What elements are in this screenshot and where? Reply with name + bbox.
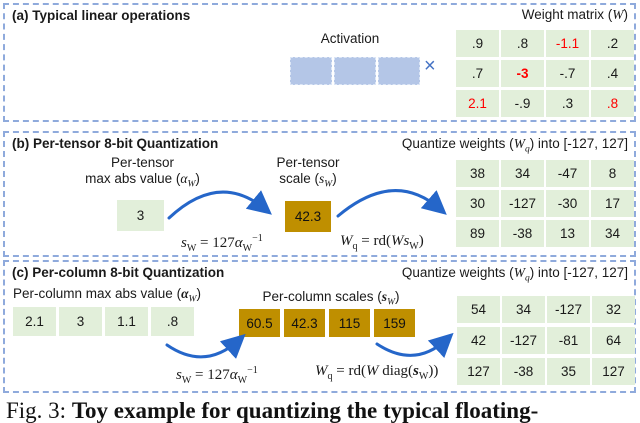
- matrix-cell: -30: [546, 190, 589, 217]
- matrix-cell: .3: [546, 90, 589, 117]
- matrix-cell: 34: [502, 296, 545, 323]
- matrix-cell: 30: [456, 190, 499, 217]
- matrix-cell: -127: [501, 190, 544, 217]
- matrix-cell: .9: [456, 30, 499, 57]
- panel-b-quantize-label: Quantize weights (Wq) into [-127, 127]: [401, 136, 628, 155]
- value-cell: .8: [151, 307, 194, 336]
- matrix-cell: 13: [546, 220, 589, 247]
- matrix-cell: .4: [591, 60, 634, 87]
- panel-a-title: (a) Typical linear operations: [12, 8, 191, 23]
- panel-c-title: (c) Per-column 8-bit Quantization: [12, 265, 225, 280]
- matrix-cell: 8: [591, 160, 634, 187]
- matrix-cell: 35: [547, 358, 590, 385]
- matrix-cell: .8: [501, 30, 544, 57]
- matrix-cell: .2: [591, 30, 634, 57]
- matrix-cell: 64: [592, 327, 635, 354]
- curved-arrow-icon: [375, 332, 454, 359]
- per-column-scale-values: 60.5 42.3 115 159: [239, 309, 419, 337]
- activation-label: Activation: [320, 31, 380, 46]
- matrix-cell: 32: [592, 296, 635, 323]
- activation-cell: [290, 57, 332, 85]
- quantized-weight-matrix: 54 34 -127 32 42 -127 -81 64 127 -38 35 127: [457, 296, 635, 385]
- figure-caption: Fig. 3: Toy example for quantizing the t…: [6, 398, 539, 423]
- matrix-cell: 54: [457, 296, 500, 323]
- value-cell: 115: [329, 309, 370, 337]
- weight-matrix-label: Weight matrix (W): [521, 7, 628, 22]
- multiply-icon: ×: [424, 55, 436, 77]
- matrix-cell: -38: [502, 358, 545, 385]
- matrix-cell: -.7: [546, 60, 589, 87]
- curved-arrow-icon: [167, 190, 272, 220]
- matrix-cell: 42: [457, 327, 500, 354]
- value-cell: 42.3: [284, 309, 325, 337]
- per-tensor-scale-value: 42.3: [285, 201, 331, 232]
- per-tensor-maxabs-value: 3: [117, 200, 164, 231]
- value-cell: 60.5: [239, 309, 280, 337]
- per-tensor-quant-formula: Wq = rd(WsW): [340, 233, 424, 252]
- matrix-cell: 34: [501, 160, 544, 187]
- curved-arrow-icon: [336, 189, 447, 218]
- per-tensor-maxabs-label: Per-tensor max abs value (αW): [85, 155, 200, 190]
- value-cell: 2.1: [13, 307, 56, 336]
- matrix-cell: 2.1: [456, 90, 499, 117]
- matrix-cell: 127: [592, 358, 635, 385]
- matrix-cell: -1.1: [546, 30, 589, 57]
- per-column-maxabs-values: 2.1 3 1.1.8: [13, 307, 197, 336]
- panel-b-title: (b) Per-tensor 8-bit Quantization: [12, 136, 219, 151]
- activation-cell: [378, 57, 420, 85]
- matrix-cell: 38: [456, 160, 499, 187]
- per-column-scale-formula: sW = 127αW−1: [176, 365, 258, 386]
- matrix-cell: 17: [591, 190, 634, 217]
- weight-matrix: .9.8 -1.1.2.7 -3 -.7.4 2.1 -.9.3.8: [456, 30, 634, 117]
- activation-vector: [290, 57, 420, 85]
- matrix-cell: -38: [501, 220, 544, 247]
- per-column-scales-label: Per-column scales (sW): [262, 289, 400, 308]
- curved-arrow-icon: [165, 333, 246, 359]
- value-cell: 1.1: [105, 307, 148, 336]
- per-tensor-scale-label: Per-tensor scale (sW): [276, 155, 340, 190]
- matrix-cell: 89: [456, 220, 499, 247]
- matrix-cell: -47: [546, 160, 589, 187]
- matrix-cell: -.9: [501, 90, 544, 117]
- matrix-cell: -81: [547, 327, 590, 354]
- per-column-quant-formula: Wq = rd(W diag(sW)): [315, 363, 439, 382]
- matrix-cell: .7: [456, 60, 499, 87]
- value-cell: 3: [59, 307, 102, 336]
- activation-cell: [334, 57, 376, 85]
- per-column-maxabs-label: Per-column max abs value (αW): [13, 286, 201, 305]
- matrix-cell: -127: [502, 327, 545, 354]
- matrix-cell: -3: [501, 60, 544, 87]
- matrix-cell: -127: [547, 296, 590, 323]
- matrix-cell: 34: [591, 220, 634, 247]
- matrix-cell: .8: [591, 90, 634, 117]
- per-tensor-scale-formula: sW = 127αW−1: [181, 233, 263, 254]
- value-cell: 159: [374, 309, 415, 337]
- matrix-cell: 127: [457, 358, 500, 385]
- panel-c-quantize-label: Quantize weights (Wq) into [-127, 127]: [401, 265, 628, 284]
- quantized-weight-matrix: 38 34 -47 8 30 -127 -30 17 89 -38 13 34: [456, 160, 634, 247]
